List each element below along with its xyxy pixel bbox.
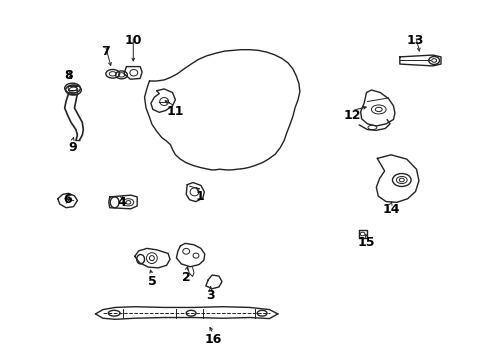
Text: 8: 8 bbox=[64, 69, 73, 82]
Text: 15: 15 bbox=[358, 237, 375, 249]
Text: 10: 10 bbox=[124, 34, 142, 47]
Text: 4: 4 bbox=[117, 196, 126, 209]
Text: 1: 1 bbox=[196, 190, 204, 203]
Text: 3: 3 bbox=[206, 289, 215, 302]
Text: 5: 5 bbox=[147, 275, 156, 288]
Text: 16: 16 bbox=[204, 333, 222, 346]
Text: 9: 9 bbox=[68, 141, 77, 154]
Text: 11: 11 bbox=[167, 105, 184, 118]
Text: 2: 2 bbox=[182, 271, 191, 284]
Text: 12: 12 bbox=[343, 109, 361, 122]
Text: 6: 6 bbox=[63, 193, 72, 206]
Text: 14: 14 bbox=[382, 203, 400, 216]
Text: 13: 13 bbox=[407, 34, 424, 47]
Text: 7: 7 bbox=[101, 45, 110, 58]
